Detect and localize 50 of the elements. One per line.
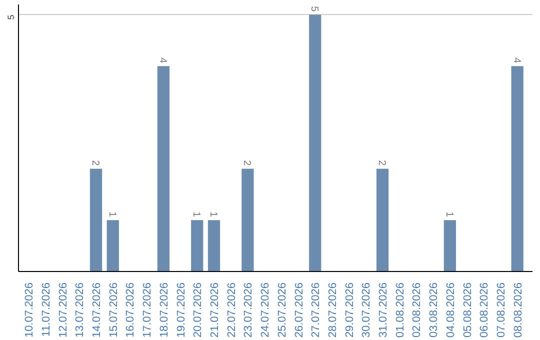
x-tick-label: 28.07.2026: [326, 282, 339, 338]
x-tick-label: 21.07.2026: [208, 282, 221, 338]
data-label: 2: [241, 160, 252, 166]
data-label: 4: [156, 57, 168, 64]
x-tick-label: 22.07.2026: [226, 282, 238, 338]
x-tick-label: 20.07.2026: [192, 282, 204, 338]
x-tick-label: 08.08.2026: [512, 282, 524, 338]
x-tick-label: 02.08.2026: [411, 282, 424, 338]
x-tick-label: 10.07.2026: [24, 282, 36, 338]
x-tick-label: 23.07.2026: [242, 282, 255, 338]
x-tick-label: 30.07.2026: [360, 282, 373, 338]
bar: [444, 220, 456, 272]
data-label: 1: [207, 212, 218, 218]
x-tick-label: 17.07.2026: [142, 282, 154, 338]
x-tick-label: 19.07.2026: [175, 282, 188, 338]
data-label: 1: [443, 212, 454, 218]
x-tick-label: 26.07.2026: [293, 282, 306, 338]
data-label: 4: [510, 57, 522, 64]
x-tick-label: 03.08.2026: [428, 282, 440, 338]
x-tick-label: 29.07.2026: [344, 282, 356, 338]
bar: [191, 220, 204, 272]
x-tick-label: 25.07.2026: [276, 282, 288, 338]
x-tick-label: 27.07.2026: [310, 282, 322, 338]
x-tick-label: 18.07.2026: [158, 282, 170, 338]
data-label: 2: [376, 160, 388, 166]
bar: [242, 168, 254, 272]
x-tick-label: 05.08.2026: [462, 282, 474, 338]
x-tick-label: 15.07.2026: [108, 282, 120, 338]
data-label: 1: [106, 212, 118, 218]
data-label: 1: [190, 212, 202, 218]
x-tick-label: 16.07.2026: [124, 282, 137, 338]
bar: [90, 168, 102, 272]
data-label: 2: [90, 160, 101, 166]
x-tick-label: 14.07.2026: [91, 282, 104, 338]
x-tick-label: 13.07.2026: [74, 282, 86, 338]
bar: [309, 14, 322, 272]
x-tick-label: 24.07.2026: [260, 282, 272, 338]
x-tick-label: 12.07.2026: [57, 282, 70, 338]
bar: [157, 66, 170, 272]
x-tick-label: 01.08.2026: [394, 282, 406, 338]
x-tick-label: 31.07.2026: [378, 282, 390, 338]
bar: [376, 168, 389, 272]
data-label: 5: [308, 6, 320, 12]
x-tick-label: 11.07.2026: [40, 282, 52, 337]
bar: [208, 220, 220, 272]
x-tick-label: 04.08.2026: [444, 282, 457, 338]
x-tick-label: 06.08.2026: [478, 282, 491, 338]
x-tick-label: 07.08.2026: [495, 282, 508, 338]
bar: [511, 66, 524, 272]
bar: [106, 220, 119, 272]
